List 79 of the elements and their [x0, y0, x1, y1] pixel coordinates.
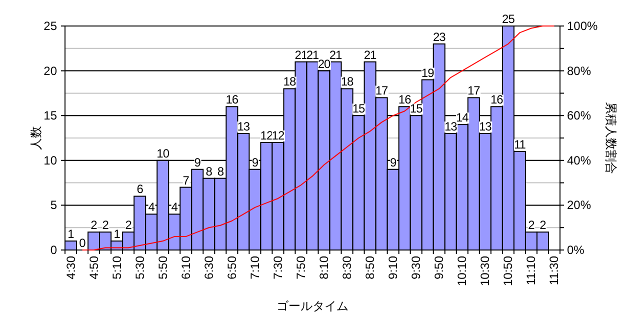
data-label: 4 [148, 200, 156, 214]
data-label: 11 [514, 137, 526, 152]
data-label: 25 [502, 12, 516, 26]
x-tick-label: 11:30 [547, 256, 562, 286]
y-tick-label: 0 [50, 243, 58, 257]
x-tick-label: 10:10 [455, 256, 470, 286]
data-label: 17 [375, 84, 389, 98]
data-label: 13 [444, 120, 458, 134]
data-label: 21 [329, 48, 343, 62]
y2-tick-label: 80% [567, 64, 592, 78]
y-tick-label: 5 [50, 198, 58, 212]
data-label: 16 [226, 92, 239, 107]
x-tick-label: 4:30 [64, 256, 78, 280]
y-axis-title: 人数 [29, 126, 43, 150]
y2-axis-title: 累積人数割合 [604, 102, 618, 174]
x-tick-label: 11:10 [524, 256, 538, 286]
data-label: 20 [318, 56, 332, 71]
data-label: 21 [294, 48, 308, 62]
data-label: 8 [206, 164, 213, 178]
y2-tick-label: 20% [567, 198, 592, 212]
data-label: 12 [260, 128, 274, 142]
data-label: 21 [306, 48, 320, 62]
data-label: 17 [467, 84, 481, 98]
data-label: 9 [194, 155, 202, 170]
data-label: 18 [283, 74, 296, 89]
data-label: 1 [68, 227, 75, 242]
data-label: 2 [125, 218, 132, 232]
data-label: 2 [102, 218, 110, 232]
data-label: 2 [528, 218, 536, 232]
data-label: 19 [421, 66, 435, 80]
data-label: 15 [352, 102, 366, 116]
data-label: 16 [398, 92, 412, 107]
data-label: 15 [410, 102, 424, 116]
x-tick-label: 7:50 [294, 256, 308, 280]
x-tick-label: 10:50 [501, 256, 516, 286]
x-tick-label: 8:30 [340, 256, 354, 280]
data-label: 10 [156, 146, 170, 160]
data-label: 7 [182, 173, 190, 188]
x-tick-label: 6:50 [224, 256, 239, 280]
x-axis-title: ゴールタイム [276, 299, 348, 313]
x-tick-label: 8:10 [317, 256, 332, 280]
y-tick-label: 15 [44, 108, 58, 123]
data-label: 9 [390, 155, 397, 170]
data-label: 2 [540, 218, 547, 232]
y2-tick-label: 60% [567, 108, 592, 123]
y2-tick-label: 0% [567, 243, 585, 257]
x-tick-label: 5:30 [132, 256, 147, 280]
data-label: 14 [456, 110, 470, 125]
x-tick-label: 6:30 [202, 256, 216, 280]
x-tick-label: 5:50 [156, 256, 170, 280]
data-label: 8 [217, 164, 224, 178]
x-tick-label: 9:30 [409, 256, 424, 280]
data-label: 18 [340, 74, 354, 89]
x-tick-label: 10:30 [478, 256, 492, 286]
x-tick-label: 7:10 [248, 256, 262, 280]
data-label: 12 [272, 128, 285, 142]
y-tick-label: 25 [44, 19, 58, 33]
y-tick-label: 10 [44, 153, 58, 168]
y2-tick-label: 100% [567, 19, 598, 33]
x-tick-label: 6:10 [178, 256, 193, 280]
data-label: 16 [490, 92, 504, 107]
data-label: 6 [136, 182, 144, 196]
data-label: 2 [90, 218, 98, 232]
data-label: 0 [79, 236, 86, 250]
y-tick-label: 20 [44, 64, 58, 78]
x-tick-label: 4:50 [86, 256, 101, 280]
data-label: 21 [364, 48, 378, 62]
data-label: 9 [252, 155, 259, 170]
x-tick-label: 5:10 [110, 256, 124, 280]
y2-tick-label: 40% [567, 153, 592, 168]
data-label: 4 [171, 200, 178, 214]
x-tick-label: 8:50 [363, 256, 378, 280]
data-label: 13 [237, 120, 250, 134]
x-tick-label: 9:10 [386, 256, 400, 280]
x-tick-label: 7:30 [270, 256, 285, 280]
x-tick-label: 9:50 [432, 256, 446, 280]
data-label: 1 [114, 227, 121, 242]
data-label: 13 [478, 120, 492, 134]
data-label: 23 [432, 30, 446, 44]
